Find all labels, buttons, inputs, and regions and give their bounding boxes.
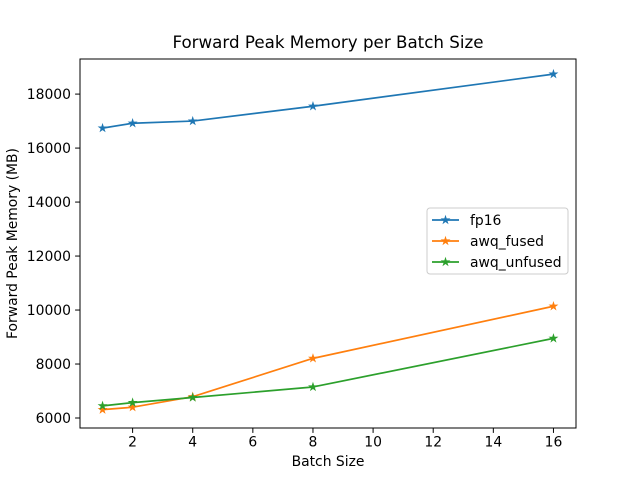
data-point-awq_unfused <box>548 333 559 343</box>
chart-title: Forward Peak Memory per Batch Size <box>172 32 483 52</box>
axes-spines <box>79 58 577 429</box>
x-tick-label: 6 <box>248 435 257 451</box>
x-tick-label: 2 <box>128 435 137 451</box>
series-line-fp16 <box>102 73 554 129</box>
y-tick-label: 10000 <box>27 303 71 319</box>
data-point-fp16 <box>548 68 559 79</box>
legend-marker-star <box>440 235 451 246</box>
data-point-fp16 <box>127 118 138 128</box>
y-tick-label: 6000 <box>36 411 71 427</box>
y-tick-label: 18000 <box>27 87 71 103</box>
x-tick-label: 14 <box>484 435 502 451</box>
x-tick-label: 10 <box>364 435 382 451</box>
data-point-awq_fused <box>127 402 138 412</box>
x-tick-label: 16 <box>545 435 563 451</box>
x-tick-label: 8 <box>309 435 318 451</box>
data-point-awq_unfused <box>187 392 198 402</box>
data-point-awq_unfused <box>127 397 138 407</box>
legend-marker-star <box>440 256 451 267</box>
x-tick-label: 12 <box>424 435 442 451</box>
legend-marker-star <box>440 214 451 225</box>
x-tick-label: 4 <box>188 435 197 451</box>
y-tick-label: 14000 <box>27 195 71 211</box>
legend: fp16 awq_fused awq_unfused <box>426 207 569 275</box>
legend-label: awq_unfused <box>470 255 562 271</box>
data-point-awq_unfused <box>308 381 318 392</box>
legend-box <box>426 207 569 275</box>
data-point-fp16 <box>187 115 198 126</box>
data-point-fp16 <box>308 101 318 111</box>
x-axis-label: Batch Size <box>292 454 365 470</box>
y-tick-label: 12000 <box>27 249 71 265</box>
data-point-fp16 <box>97 122 108 133</box>
series-line-awq_fused <box>102 305 554 411</box>
y-tick-label: 8000 <box>36 357 71 373</box>
series-line-awq_unfused <box>102 337 554 407</box>
data-point-awq_fused <box>308 353 318 363</box>
data-point-awq_unfused <box>97 400 108 411</box>
legend-label: fp16 <box>470 213 501 229</box>
data-point-awq_fused <box>97 404 108 414</box>
legend-label: awq_fused <box>470 234 544 250</box>
plot-area: 2 4 6 8 10 12 14 16 6000 8000 10000 12000 14000 16000… <box>27 58 577 451</box>
y-tick-label: 16000 <box>27 141 71 157</box>
y-axis-label: Forward Peak Memory (MB) <box>5 148 21 339</box>
data-point-awq_fused <box>548 301 559 311</box>
